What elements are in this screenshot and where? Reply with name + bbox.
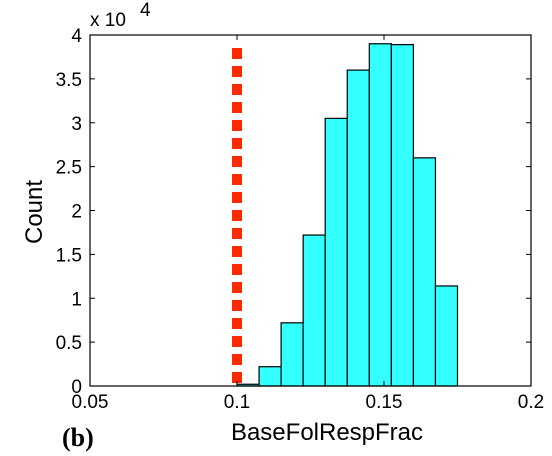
x-tick-label: 0.2 bbox=[518, 392, 544, 413]
y-axis-label: Count bbox=[21, 180, 48, 244]
y-tick-label: 3.5 bbox=[56, 70, 82, 91]
histogram-bar bbox=[258, 366, 282, 387]
x-axis-label: BaseFolRespFrac bbox=[231, 419, 423, 446]
y-axis-ticks: 0 0.5 1 1.5 2 2.5 3 3.5 4 bbox=[56, 26, 531, 398]
y-tick-label: 1.5 bbox=[56, 245, 82, 266]
histogram-bar bbox=[346, 69, 370, 387]
x-tick-label: 0.15 bbox=[366, 392, 403, 413]
y-tick-label: 2 bbox=[71, 202, 82, 223]
y-tick-label: 2.5 bbox=[56, 158, 82, 179]
histogram-bars bbox=[236, 43, 459, 387]
histogram-bar bbox=[434, 285, 459, 387]
y-multiplier-exponent: 4 bbox=[140, 0, 151, 21]
histogram-bar bbox=[412, 157, 437, 387]
y-tick-label: 4 bbox=[71, 26, 82, 47]
panel-label: (b) bbox=[62, 423, 94, 452]
x-axis-ticks: 0.05 0.1 0.15 0.2 bbox=[72, 35, 544, 413]
histogram-bar bbox=[302, 234, 326, 387]
x-tick-label: 0.05 bbox=[72, 392, 109, 413]
histogram-bar bbox=[324, 117, 348, 387]
y-tick-label: 1 bbox=[71, 289, 82, 310]
y-tick-label: 0.5 bbox=[56, 333, 82, 354]
y-tick-label: 3 bbox=[71, 114, 82, 135]
histogram-bar bbox=[390, 44, 415, 387]
x-tick-label: 0.1 bbox=[224, 392, 250, 413]
histogram-bar bbox=[280, 322, 304, 387]
y-tick-label: 0 bbox=[71, 377, 82, 398]
histogram-bar bbox=[368, 43, 392, 387]
y-multiplier: x 10 bbox=[90, 10, 126, 31]
